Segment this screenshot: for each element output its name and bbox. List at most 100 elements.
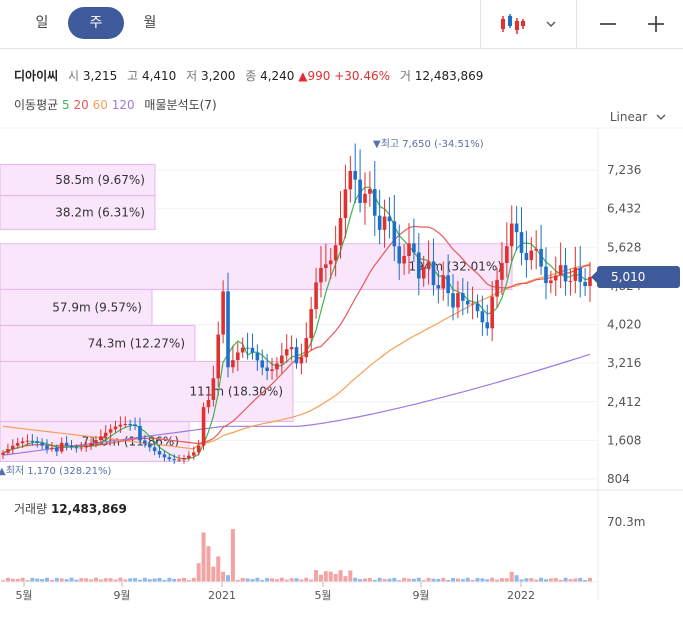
volume-bar <box>15 578 20 582</box>
candle-body <box>392 221 397 247</box>
volume-bar <box>10 578 15 582</box>
volume-bar <box>64 579 69 582</box>
candle-body <box>387 216 392 222</box>
volume-bar <box>543 579 548 582</box>
volume-bar <box>309 579 314 582</box>
volume-bar <box>573 578 578 582</box>
candle-body <box>563 265 568 282</box>
volume-bar <box>142 577 147 582</box>
candle-body <box>426 261 431 268</box>
volume-bar <box>529 578 534 582</box>
x-tick-label: 2021 <box>208 589 236 602</box>
volume-bar <box>534 579 539 582</box>
candle-body <box>25 440 30 442</box>
zoom-out-button[interactable] <box>590 0 626 48</box>
candle-body <box>30 440 35 442</box>
volume-bar <box>255 577 260 582</box>
volume-profile-bar <box>0 360 294 423</box>
volume-profile-label: 57.9m (9.57%) <box>52 300 142 314</box>
volume-bar <box>499 578 504 582</box>
volume-bar <box>431 578 436 582</box>
volume-bar <box>392 577 397 582</box>
candle-body <box>45 445 49 449</box>
x-tick-label: 9월 <box>412 589 429 602</box>
volume-bar <box>333 573 338 582</box>
volume-bar <box>563 577 568 582</box>
candle-body <box>255 352 260 361</box>
scale-selector[interactable]: Linear <box>610 110 667 124</box>
low-value: 3,200 <box>201 69 236 83</box>
candle-body <box>177 459 181 461</box>
candle-body <box>211 378 216 400</box>
volume-bar <box>519 579 524 582</box>
volume-bar <box>177 578 182 582</box>
volume-bar <box>451 577 456 582</box>
volume-bar <box>137 579 142 582</box>
volume-bar <box>265 578 270 582</box>
candle-body <box>206 399 211 408</box>
candle-body <box>157 451 162 455</box>
candle-body <box>524 252 529 261</box>
candle-body <box>201 407 206 446</box>
candle-body <box>446 275 450 294</box>
tab-week[interactable]: 주 <box>68 7 124 39</box>
divider <box>576 0 577 48</box>
volume-bar <box>318 574 323 582</box>
volume-bar <box>167 577 172 582</box>
volume-bar <box>45 577 50 582</box>
candle-body <box>505 246 509 264</box>
y-tick-label: 6,432 <box>607 202 641 216</box>
candle-body <box>407 243 411 257</box>
close-label: 종 <box>245 69 257 83</box>
volume-profile-label: 58.5m (9.67%) <box>55 173 145 187</box>
volume-bar <box>480 578 485 582</box>
candle-body <box>35 441 40 443</box>
volume-bar <box>367 577 372 582</box>
candle-body <box>260 360 265 368</box>
volume-bar <box>186 580 191 582</box>
candle-body <box>128 423 132 425</box>
volume-bar <box>470 579 475 582</box>
candle-body <box>319 267 323 283</box>
tab-day[interactable]: 일 <box>35 15 49 31</box>
candle-body <box>309 309 313 339</box>
volume-bar <box>387 578 392 582</box>
low-label: 저 <box>186 69 198 83</box>
min-price-marker: ▲최저 1,170 (328.21%) <box>0 465 111 477</box>
volume-bar <box>25 580 30 582</box>
ma-label: 이동평균 <box>14 98 59 112</box>
candle-body <box>133 424 137 426</box>
volume-bar <box>495 579 500 582</box>
y-tick-label: 5,628 <box>607 240 641 254</box>
candle-body <box>412 243 416 253</box>
volume-bar <box>548 578 553 582</box>
volume-bar <box>284 579 289 582</box>
candle-body <box>451 293 455 308</box>
candle-body <box>147 443 152 448</box>
volume-bar <box>235 580 240 582</box>
chart-type-selector[interactable] <box>490 0 566 48</box>
volume-bar <box>328 571 333 582</box>
volume-bar <box>123 579 128 582</box>
volume-bar <box>578 577 583 582</box>
x-tick-label: 2022 <box>507 589 535 602</box>
candle-body <box>338 218 343 246</box>
volume-bar <box>588 577 592 582</box>
candle-body <box>138 425 142 441</box>
candle-body <box>245 347 250 349</box>
zoom-in-button[interactable] <box>638 0 674 48</box>
volume-bar <box>157 577 162 582</box>
volume-bar <box>314 570 319 582</box>
volume-profile-bar <box>0 195 156 230</box>
y-tick-label: 3,216 <box>607 356 641 370</box>
candle-body <box>240 347 245 353</box>
tab-month[interactable]: 월 <box>143 15 157 31</box>
candle-body <box>103 432 108 437</box>
volume-bar <box>245 578 250 582</box>
volume-bar <box>402 577 407 582</box>
candle-body <box>441 275 446 289</box>
ma-legend: 이동평균 5 20 60 120 매물분석도(7) <box>14 96 217 113</box>
volume-bar <box>206 546 211 582</box>
candle-body <box>231 360 235 368</box>
candle-body <box>568 280 573 282</box>
